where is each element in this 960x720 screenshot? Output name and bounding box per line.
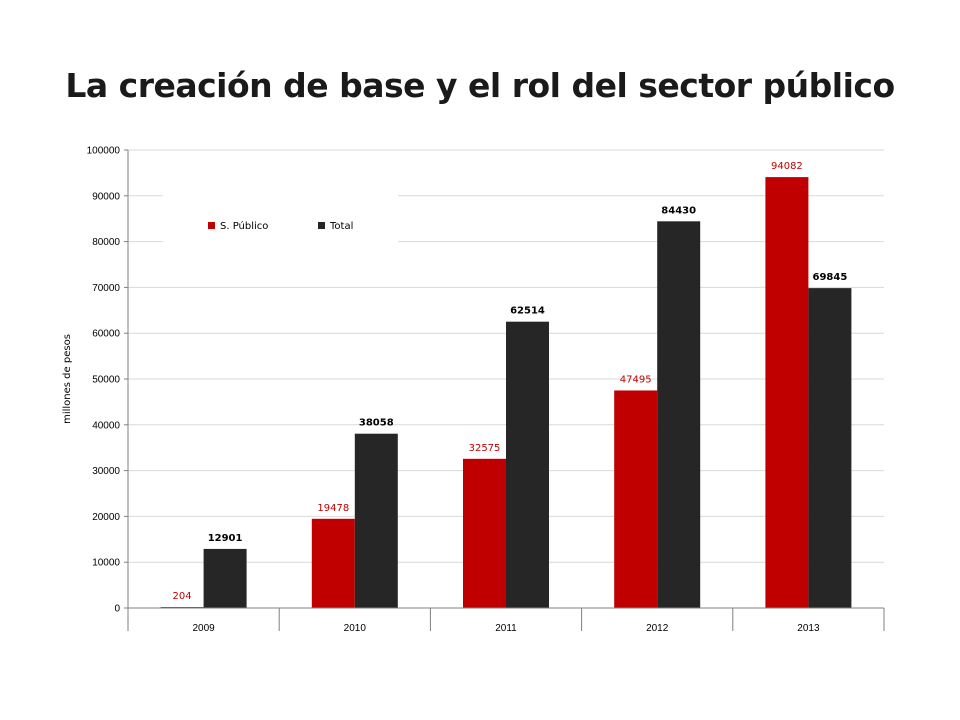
y-tick-label: 20000: [92, 512, 120, 523]
bar-sector-publico-2011: [463, 458, 506, 608]
x-tick-label: 2009: [192, 623, 215, 634]
data-label-total-2009: 12901: [208, 533, 243, 544]
bar-total-2009: [203, 548, 247, 608]
data-label-total-2010: 38058: [359, 418, 394, 429]
bar-sector-publico-2010: [311, 518, 355, 608]
data-label-sector-publico-2012: 47495: [620, 374, 652, 385]
y-tick-label: 80000: [92, 237, 120, 248]
y-tick-label: 60000: [92, 329, 120, 340]
y-tick-label: 50000: [92, 375, 120, 386]
data-label-total-2013: 69845: [813, 272, 848, 283]
data-label-sector-publico-2013: 94082: [771, 161, 803, 172]
data-labels: 204 12901 19478 38058 32575 62514 47495 84430 94…: [173, 161, 848, 602]
x-tick-label: 2011: [495, 623, 517, 634]
data-label-sector-publico-2009: 204: [173, 591, 192, 602]
y-tick-label: 0: [114, 604, 120, 615]
legend-label-total: Total: [329, 221, 353, 232]
y-tick-label: 100000: [87, 146, 121, 157]
page-title: La creación de base y el rol del sector …: [65, 66, 895, 105]
data-label-total-2012: 84430: [661, 205, 696, 216]
y-tick-label: 10000: [92, 558, 120, 569]
legend-box: [163, 188, 398, 244]
y-tick-label: 90000: [92, 191, 120, 202]
y-tick-label: 40000: [92, 420, 120, 431]
bars: [160, 177, 852, 609]
data-label-sector-publico-2010: 19478: [317, 503, 349, 514]
legend-label-sector-publico: S. Público: [220, 220, 268, 232]
data-label-total-2011: 62514: [510, 306, 545, 317]
bar-sector-publico-2012: [614, 390, 658, 608]
bar-total-2010: [354, 433, 398, 608]
x-tick-label: 2012: [646, 623, 669, 634]
data-label-sector-publico-2011: 32575: [469, 443, 501, 454]
legend-swatch-total: [318, 222, 325, 229]
bar-total-2011: [506, 321, 549, 608]
axes: 0 10000 20000 30000 40000 50000 60000 70000 8000…: [62, 146, 885, 634]
bar-total-2012: [657, 221, 701, 608]
bar-sector-publico-2013: [765, 177, 809, 609]
y-tick-label: 70000: [92, 283, 120, 294]
y-tick-label: 30000: [92, 466, 120, 477]
x-tick-label: 2010: [344, 623, 367, 634]
legend-swatch-sector-publico: [208, 222, 215, 229]
x-tick-label: 2013: [797, 623, 820, 634]
legend: S. Público Total: [163, 188, 398, 244]
bar-total-2013: [808, 288, 852, 608]
y-axis-label: millones de pesos: [62, 334, 73, 424]
